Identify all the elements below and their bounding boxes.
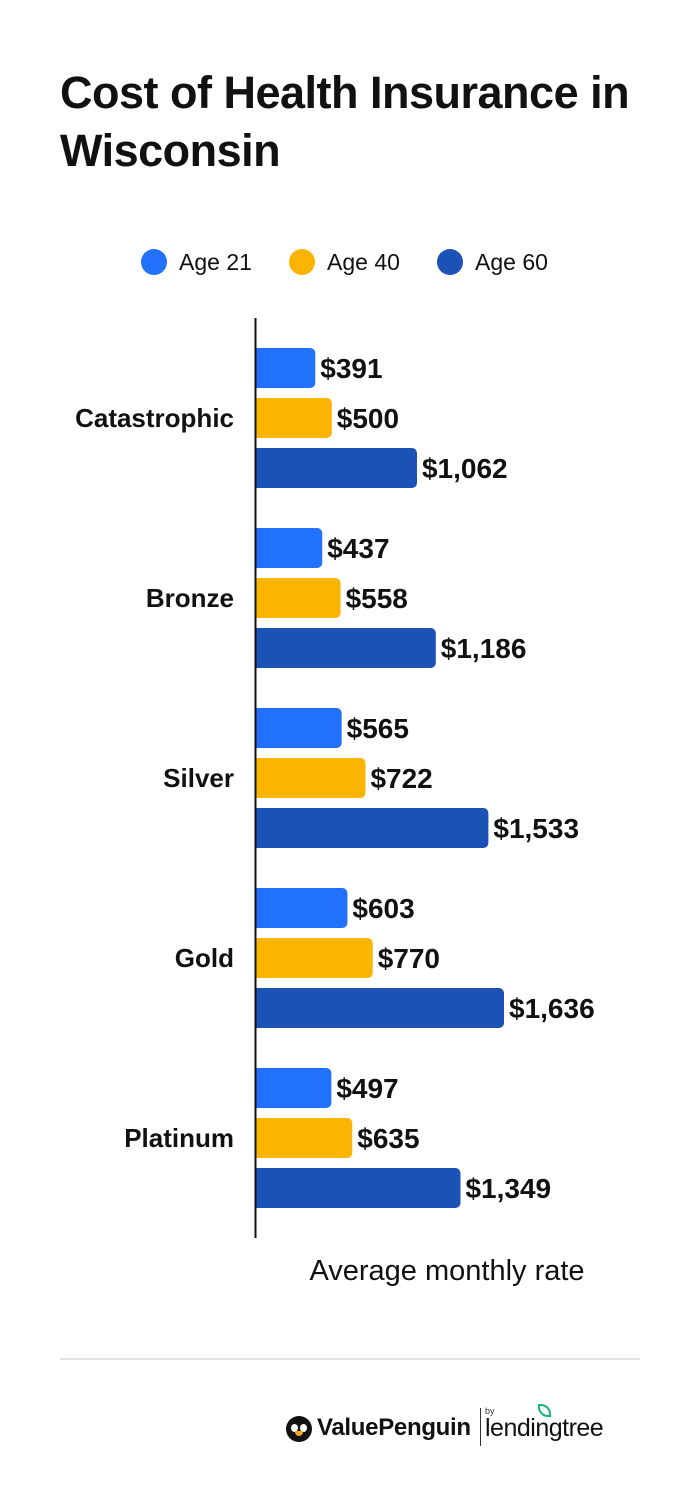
bar-bronze-age-60 <box>256 628 436 668</box>
bar-platinum-age-21 <box>256 1068 332 1108</box>
data-label-silver-age-60: $1,533 <box>493 813 579 844</box>
chart-legend: Age 21 Age 40 Age 60 <box>0 245 700 281</box>
bar-catastrophic-age-21 <box>256 348 316 388</box>
bar-silver-age-60 <box>256 808 489 848</box>
valuepenguin-wordmark: ValuePenguin <box>317 1414 471 1441</box>
bar-gold-age-40 <box>256 938 373 978</box>
category-label-silver: Silver <box>163 763 234 793</box>
data-label-platinum-age-60: $1,349 <box>465 1173 551 1204</box>
brand-by-label: by <box>485 1406 495 1416</box>
footer-divider <box>60 1358 640 1360</box>
penguin-icon <box>286 1416 312 1442</box>
chart-title: Cost of Health Insurance in Wisconsin <box>60 67 630 176</box>
legend-label-age-21: Age 21 <box>179 249 252 275</box>
bar-platinum-age-60 <box>256 1168 461 1208</box>
bar-group: Catastrophic $391 $500 $1,062 Bronze $437 $558… <box>75 348 595 1208</box>
brand-separator <box>480 1408 481 1446</box>
leaf-icon <box>538 1404 551 1417</box>
lendingtree-wordmark: lendingtree <box>485 1414 604 1442</box>
bar-platinum-age-40 <box>256 1118 353 1158</box>
bar-bronze-age-40 <box>256 578 341 618</box>
data-label-catastrophic-age-40: $500 <box>337 403 399 434</box>
data-label-bronze-age-60: $1,186 <box>441 633 527 664</box>
data-label-bronze-age-40: $558 <box>346 583 408 614</box>
data-label-platinum-age-21: $497 <box>336 1073 398 1104</box>
data-label-silver-age-21: $565 <box>347 713 409 744</box>
category-label-gold: Gold <box>175 943 234 973</box>
category-label-platinum: Platinum <box>124 1123 234 1153</box>
bar-bronze-age-21 <box>256 528 323 568</box>
data-label-gold-age-21: $603 <box>352 893 414 924</box>
data-label-catastrophic-age-21: $391 <box>320 353 382 384</box>
bar-gold-age-21 <box>256 888 348 928</box>
bar-chart: Catastrophic $391 $500 $1,062 Bronze $437 $558… <box>75 318 595 1287</box>
data-label-silver-age-40: $722 <box>370 763 432 794</box>
bar-gold-age-60 <box>256 988 504 1028</box>
bar-catastrophic-age-40 <box>256 398 332 438</box>
bar-catastrophic-age-60 <box>256 448 417 488</box>
bar-silver-age-21 <box>256 708 342 748</box>
legend-swatch-age-60 <box>437 249 463 275</box>
data-label-bronze-age-21: $437 <box>327 533 389 564</box>
data-label-gold-age-60: $1,636 <box>509 993 595 1024</box>
legend-label-age-40: Age 40 <box>327 249 400 275</box>
x-axis-label: Average monthly rate <box>309 1255 584 1287</box>
brand-logo: ValuePenguin by lendingtree <box>286 1404 626 1448</box>
legend-label-age-60: Age 60 <box>475 249 548 275</box>
category-label-bronze: Bronze <box>146 583 234 613</box>
data-label-catastrophic-age-60: $1,062 <box>422 453 508 484</box>
bar-silver-age-40 <box>256 758 366 798</box>
legend-swatch-age-21 <box>141 249 167 275</box>
category-label-catastrophic: Catastrophic <box>75 403 234 433</box>
data-label-platinum-age-40: $635 <box>357 1123 419 1154</box>
data-label-gold-age-40: $770 <box>378 943 440 974</box>
legend-swatch-age-40 <box>289 249 315 275</box>
